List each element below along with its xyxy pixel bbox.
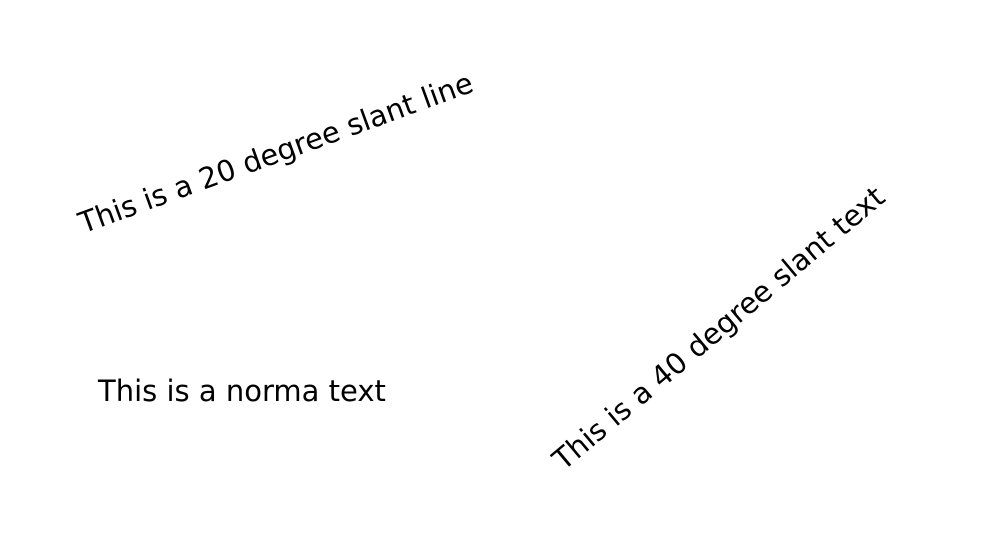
normal-text: This is a norma text	[98, 374, 386, 408]
slant-20-text: This is a 20 degree slant line	[73, 65, 478, 241]
slant-40-text: This is a 40 degree slant text	[546, 179, 892, 477]
